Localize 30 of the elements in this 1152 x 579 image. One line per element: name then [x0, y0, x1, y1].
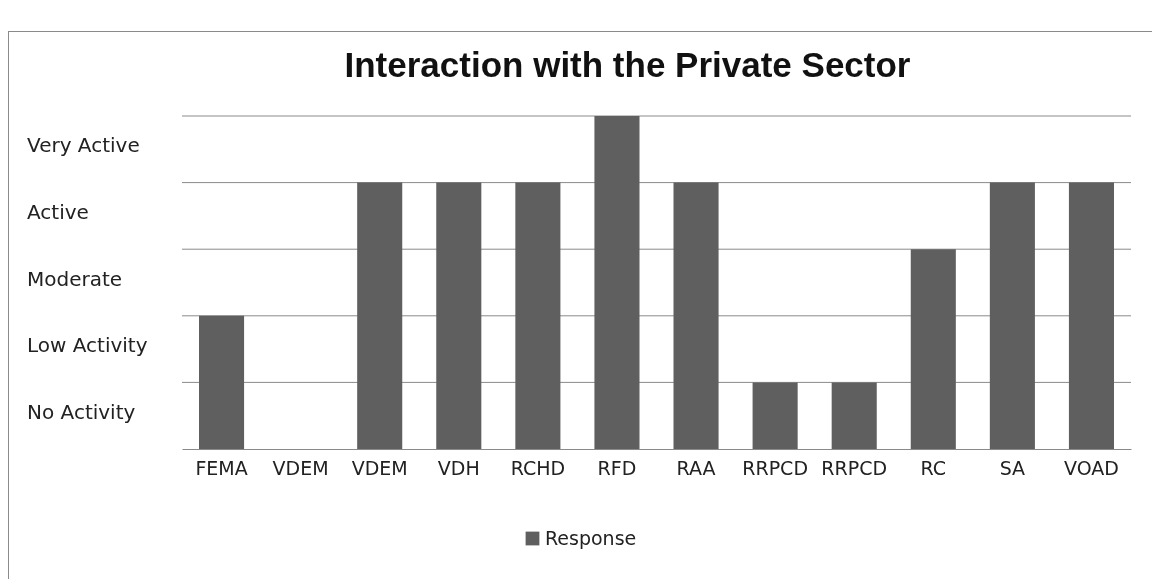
text: Moderate [27, 266, 123, 291]
chart-title: Interaction with the Private Sector [344, 44, 911, 84]
bar [594, 116, 640, 449]
x-tick-label: FEMA [195, 456, 248, 479]
x-tick-label: RFD [597, 456, 637, 479]
x-tick-label: VDH [437, 456, 480, 479]
text: Very Active [27, 133, 140, 158]
x-tick-label: VDEM [351, 456, 408, 479]
bar [910, 249, 956, 449]
text: Active [27, 199, 89, 224]
x-tick-label: VOAD [1064, 456, 1119, 479]
bar [989, 182, 1035, 449]
text: Low Activity [27, 333, 148, 358]
bar [831, 382, 877, 449]
x-tick-label: SA [999, 456, 1026, 479]
x-tick-label: RC [920, 456, 947, 479]
bar [357, 182, 403, 449]
x-tick-label: VDEM [272, 456, 329, 479]
bar [436, 182, 482, 449]
bar [199, 315, 245, 449]
x-tick-label: RAA [676, 456, 716, 479]
text: No Activity [27, 399, 136, 424]
bar [752, 382, 798, 449]
bar [1068, 182, 1114, 449]
x-tick-label: RCHD [510, 456, 566, 479]
x-tick-label: RRPCD [742, 456, 809, 479]
bar [515, 182, 561, 449]
bar [673, 182, 719, 449]
legend-label: Response [545, 526, 637, 549]
x-tick-label: RRPCD [821, 456, 888, 479]
